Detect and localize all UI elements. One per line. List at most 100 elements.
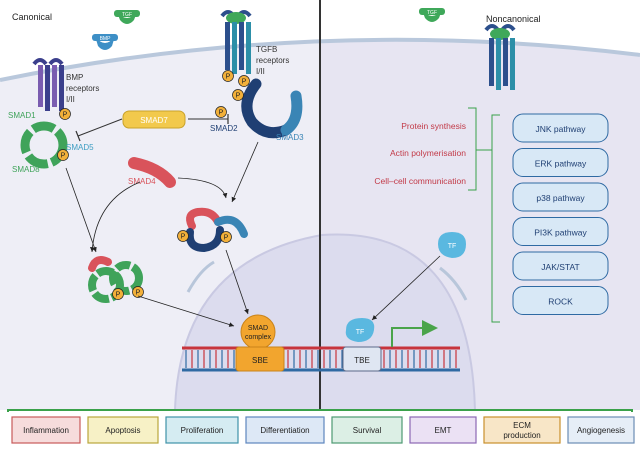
outcome-box [11,416,81,444]
outcome-item: Survival [331,416,403,444]
smad-complex-label-2: complex [245,334,272,341]
outcome-box [165,416,239,444]
smad-bmp-complex-cytoplasm [88,256,143,303]
noncanonical-title: Noncanonical [486,14,541,24]
phosphate-label: P [224,235,229,242]
outcome-item: Inflammation [11,416,81,444]
pathway-box [512,148,609,177]
phosphate-label: P [136,290,141,297]
pathway-label: JAK/STAT [541,262,579,272]
nuclear-pore-right [439,266,468,301]
outcome-label-line2: production [503,431,540,440]
smad7-label: SMAD7 [140,116,168,125]
phosphate-label: P [181,234,186,241]
outcome-label-line1: ECM [513,421,531,430]
phosphate-badge: P [215,106,227,118]
outcome-label: Survival [353,426,382,435]
bmp-receptor-label-3: I/II [66,95,75,104]
phosphate-label: P [219,110,224,117]
pathway-box [512,217,609,246]
outcome-box [567,416,635,444]
tgfb-receptor-label-2: receptors [256,56,289,65]
outcome-label: Angiogenesis [577,426,625,435]
tgfb-receptor-label-3: I/II [256,67,265,76]
bmp-label: BMP [100,36,112,42]
outcome-box [87,416,159,444]
tbe-label: TBE [354,356,370,365]
tbe-element: TBE [342,346,382,372]
tf-nuclear-label: TF [356,329,365,336]
phosphate-label: P [242,79,247,86]
smad-complex-label-1: SMAD [248,325,268,332]
phosphate-badge: P [132,286,144,298]
phosphate-label: P [61,153,66,160]
inhibit-bar-bmp [75,130,81,142]
pathway-item: PI3K pathway [512,217,609,246]
pathway-label: ROCK [548,297,573,307]
pathway-item: ERK pathway [512,148,609,177]
process-list: Protein synthesis Actin polymerisation Cel… [374,121,466,186]
outcome-item: Differentiation [245,416,325,444]
outcome-label: Apoptosis [105,426,140,435]
smad5-label: SMAD5 [66,143,94,152]
tgf-left-label: TGF [122,12,132,18]
smad8-label: SMAD8 [12,165,40,174]
pathway-box [512,113,609,143]
smad4-label: SMAD4 [128,177,156,186]
phosphate-badge: P [59,108,71,120]
pathway-box [512,251,609,281]
smad158-ring [20,121,68,169]
pathway-box [512,182,609,212]
bmp-receptor-label-2: receptors [66,84,99,93]
process-bracket [468,107,500,323]
tgf-ligand-right: TGF [419,8,445,22]
outcome-item: Apoptosis [87,416,159,444]
tgfb-receptor-label-1: TGFB [256,45,277,54]
nuclear-pore-left [186,260,215,293]
outcome-box [409,416,477,444]
pathway-item: JAK/STAT [512,251,609,281]
outcome-item: Proliferation [165,416,239,444]
tf-cytoplasm: TF [438,232,466,258]
outcome-item: Angiogenesis [567,416,635,444]
pathway-item: ROCK [512,286,609,315]
smad1-label: SMAD1 [8,111,36,120]
pathway-label: ERK pathway [535,159,587,169]
outcome-label: EMT [435,426,452,435]
process-item: Cell–cell communication [374,176,466,186]
pathway-item: p38 pathway [512,182,609,212]
outcome-list: Inflammation Apoptosis Proliferation Differ… [11,416,635,444]
phosphate-label: P [226,74,231,81]
phosphate-badge: P [177,230,189,242]
smad234-complex-cytoplasm [185,207,248,253]
outcome-box [245,416,325,444]
tgfb-receptor-canonical [220,10,252,74]
phosphate-badge: P [232,89,244,101]
sbe-element: SBE [235,346,285,372]
outcome-box [331,416,403,444]
process-item: Protein synthesis [401,121,466,131]
pathway-label: p38 pathway [536,193,585,203]
outcome-label: Proliferation [181,426,224,435]
tgf-ligand-left: TGF [114,10,140,24]
phosphate-badge: P [238,75,250,87]
outcome-label: Inflammation [23,426,69,435]
smad7-inhibit-bmp [77,118,123,137]
smad3-label: SMAD3 [276,133,304,142]
bmp-receptor-label-1: BMP [66,73,83,82]
phosphate-badge: P [220,231,232,243]
bmp-ligand: BMP [92,34,118,50]
pathway-list: JNK pathway ERK pathway p38 pathway PI3K pa… [512,113,609,315]
tf-nuclear: TF [345,318,375,342]
outcome-item: EMT [409,416,477,444]
tgfb-receptor-noncanonical [484,24,516,90]
smad23-proteins [241,78,303,139]
phosphate-badge: P [222,70,234,82]
tf-cyto-label: TF [448,243,457,250]
phosphate-label: P [116,292,121,299]
pathway-label: PI3K pathway [534,228,587,238]
